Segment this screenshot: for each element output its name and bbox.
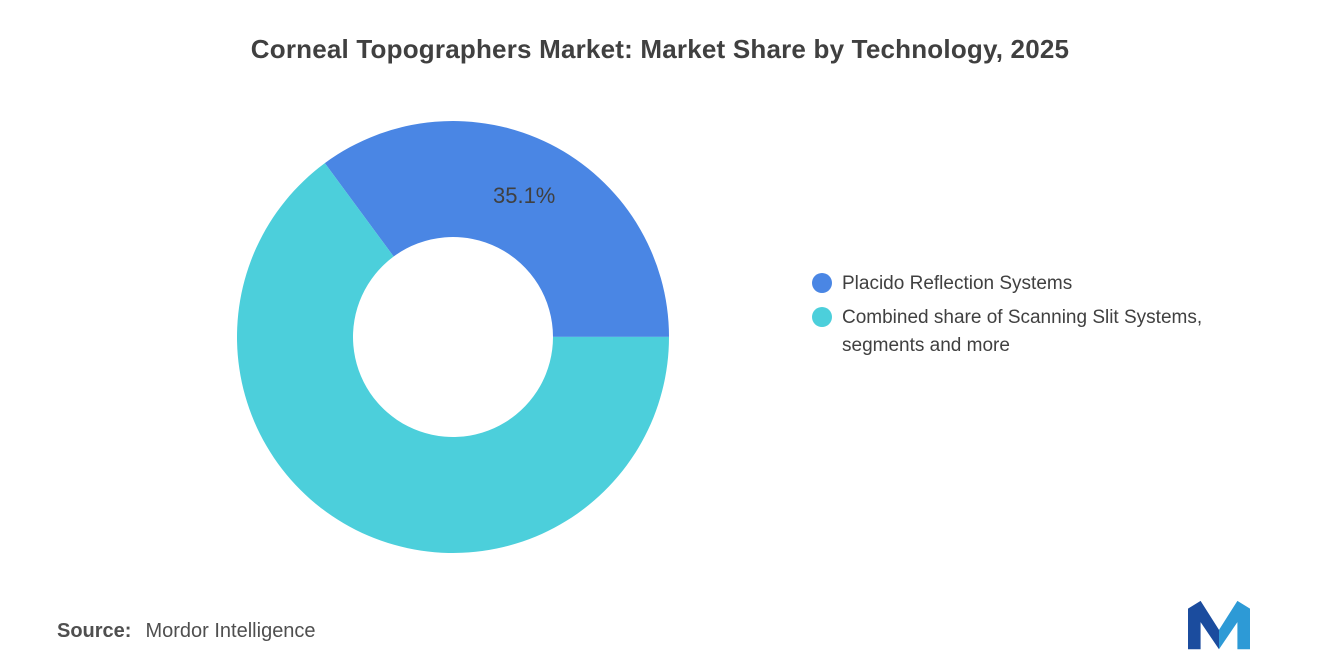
source-label: Source: xyxy=(57,620,132,642)
pie-data-label-0: 35.1% xyxy=(493,183,555,208)
chart-legend: Placido Reflection Systems Combined shar… xyxy=(812,270,1264,360)
mordor-intelligence-logo xyxy=(1188,600,1250,650)
donut-chart-area: 35.1% xyxy=(228,112,678,562)
chart-title: Corneal Topographers Market: Market Shar… xyxy=(250,34,1070,64)
legend-item-placido: Placido Reflection Systems xyxy=(812,270,1264,298)
source-value: Mordor Intelligence xyxy=(145,620,316,642)
logo-left-shape xyxy=(1188,600,1219,650)
legend-label-combined: Combined share of Scanning Slit Systems,… xyxy=(842,307,1203,356)
legend-dot-combined xyxy=(812,307,832,327)
pie-slice-1 xyxy=(237,163,669,553)
legend-item-combined: Combined share of Scanning Slit Systems,… xyxy=(812,304,1264,360)
legend-label-placido: Placido Reflection Systems xyxy=(842,273,1073,294)
source-line: Source: Mordor Intelligence xyxy=(57,620,316,643)
logo-right-shape xyxy=(1219,600,1250,650)
donut-chart: 35.1% xyxy=(237,121,669,553)
legend-dot-placido xyxy=(812,273,832,293)
pie-slice-0 xyxy=(324,121,669,337)
